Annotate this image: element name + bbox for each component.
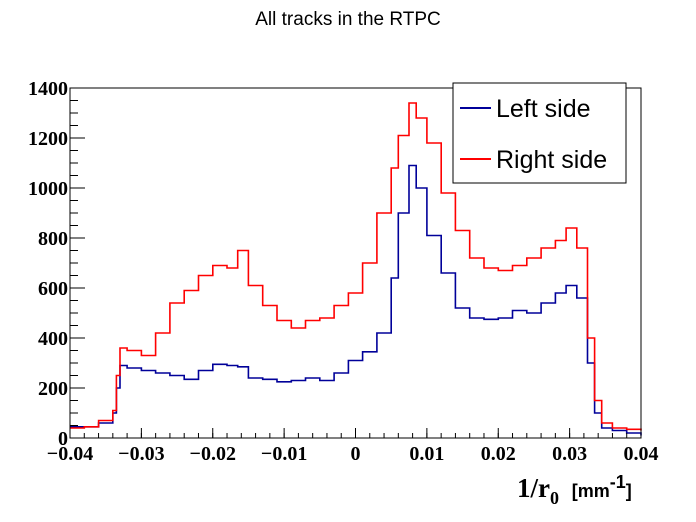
- x-axis-ticks: −0.04 −0.03 −0.02 −0.01 0 0.01 0.02 0.03 0.04: [47, 428, 659, 465]
- legend-box: [452, 82, 627, 184]
- legend-label-right: Right side: [496, 146, 607, 174]
- x-tick-label: −0.03: [118, 443, 164, 465]
- x-axis-label: 1/r: [517, 473, 550, 503]
- x-axis-unit-close: ]: [626, 481, 632, 501]
- x-tick-label: 0.04: [624, 443, 659, 465]
- x-axis-unit-open: [: [572, 481, 578, 501]
- x-axis-unit-exponent: -1: [610, 472, 626, 492]
- y-tick-label: 0: [58, 428, 68, 450]
- x-axis-label-subscript: 0: [550, 488, 559, 508]
- y-axis-ticks: 0 200 400 600 800 1000 1200 1400: [28, 78, 85, 450]
- y-tick-label: 600: [38, 278, 68, 300]
- x-tick-label: 0.02: [481, 443, 516, 465]
- y-tick-label: 1400: [28, 78, 68, 100]
- y-tick-label: 200: [38, 378, 68, 400]
- x-axis-title: 1/r0 [mm-1]: [517, 472, 632, 510]
- y-tick-label: 400: [38, 328, 68, 350]
- y-tick-label: 800: [38, 228, 68, 250]
- x-axis-unit: mm: [578, 481, 610, 501]
- x-tick-label: −0.02: [190, 443, 236, 465]
- y-tick-label: 1000: [28, 178, 68, 200]
- chart-title: All tracks in the RTPC: [255, 9, 440, 30]
- y-tick-label: 1200: [28, 128, 68, 150]
- series-line-right-side: [70, 102, 642, 431]
- x-tick-label: 0.03: [552, 443, 587, 465]
- x-tick-label: −0.01: [261, 443, 307, 465]
- legend: Left side Right side: [452, 82, 627, 184]
- legend-label-left: Left side: [496, 95, 591, 123]
- x-tick-label: 0: [351, 443, 361, 465]
- x-tick-label: −0.04: [47, 443, 93, 465]
- x-tick-label: 0.01: [409, 443, 444, 465]
- series-layer: [70, 102, 642, 436]
- series-line-left-side: [70, 164, 642, 436]
